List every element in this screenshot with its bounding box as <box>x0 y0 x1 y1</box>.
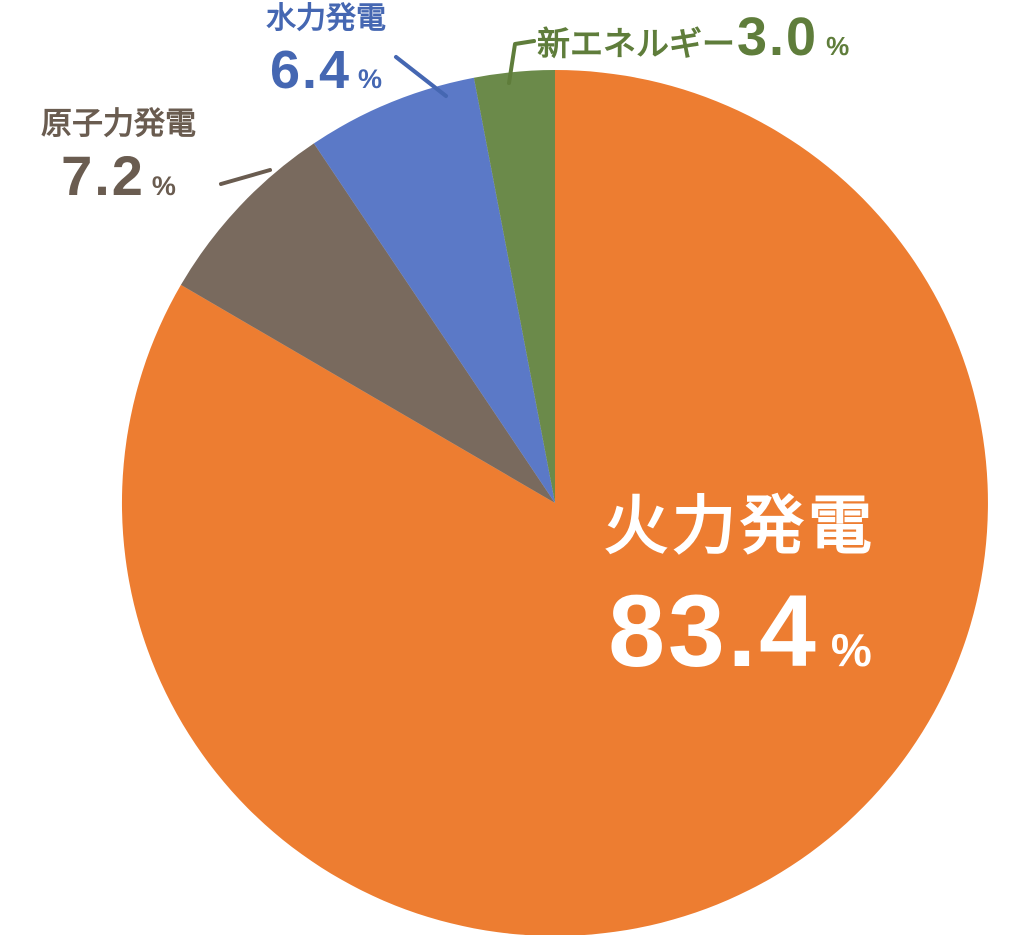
label-nuclear-unit: % <box>151 170 176 201</box>
label-thermal-value: 83.4 <box>608 573 819 688</box>
label-nuclear-value: 7.2 <box>61 143 145 207</box>
leader-line-hydro <box>394 55 448 98</box>
label-hydro: 水力発電 6.4 % <box>228 2 424 97</box>
label-nuclear-name: 原子力発電 <box>41 106 196 141</box>
leader-line-nuclear <box>219 168 272 186</box>
label-new-energy-value: 3.0 <box>737 7 819 67</box>
leader-lines <box>219 39 536 186</box>
label-hydro-value: 6.4 <box>269 39 352 100</box>
pie-slice-hydro <box>313 77 555 503</box>
label-nuclear: 原子力発電 7.2 % <box>6 106 231 204</box>
label-nuclear-value-row: 7.2 % <box>6 143 231 207</box>
label-thermal-unit: % <box>830 623 872 676</box>
leader-line-new-energy <box>507 39 536 85</box>
pie-slice-new_energy <box>473 70 555 503</box>
label-thermal-name: 火力発電 <box>604 490 876 562</box>
pie-slice-nuclear <box>180 143 555 503</box>
label-hydro-name: 水力発電 <box>266 2 386 35</box>
label-new-energy-unit: % <box>826 31 850 61</box>
label-new-energy: 新エネルギー 3.0 % <box>537 6 849 68</box>
pie-slices <box>121 70 988 935</box>
label-hydro-value-row: 6.4 % <box>228 43 424 97</box>
label-thermal: 火力発電 83.4 % <box>510 490 970 682</box>
label-new-energy-name: 新エネルギー <box>537 25 735 62</box>
label-thermal-value-row: 83.4 % <box>510 580 970 682</box>
label-hydro-unit: % <box>358 63 383 94</box>
pie-slice-thermal <box>121 70 988 935</box>
